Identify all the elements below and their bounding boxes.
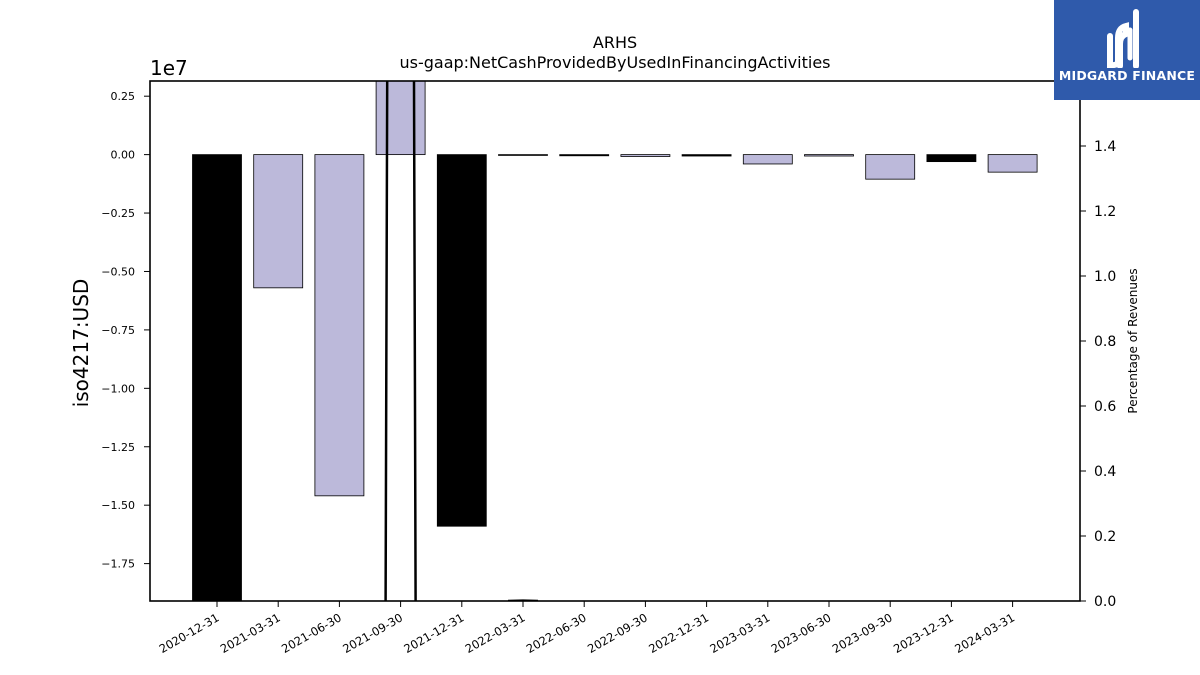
x-tick-label: 2022-03-31 <box>463 610 528 656</box>
bar <box>620 154 671 157</box>
x-tick-label: 2022-06-30 <box>524 610 589 656</box>
x-tick-label: 2021-12-31 <box>401 610 466 656</box>
bar <box>865 154 916 180</box>
y-offset-label: 1e7 <box>150 56 188 80</box>
y2-tick-label: 1.4 <box>1094 139 1116 155</box>
y2-tick-label: 0.0 <box>1094 594 1116 610</box>
y-tick-label: 0.25 <box>111 90 136 103</box>
y2-tick-label: 0.4 <box>1094 464 1116 480</box>
y2-tick-label: 1.2 <box>1094 204 1116 220</box>
bar <box>926 154 977 163</box>
bar <box>681 154 732 157</box>
y-tick-label: 0.00 <box>111 149 136 162</box>
x-tick-label: 2022-09-30 <box>585 610 650 656</box>
x-tick-label: 2021-06-30 <box>279 610 344 656</box>
bar <box>375 81 426 156</box>
y-tick-label: −0.25 <box>101 207 135 220</box>
midgard-logo-icon <box>1107 9 1139 68</box>
brand-logo: MIDGARD FINANCE <box>1054 0 1200 100</box>
bar <box>804 154 854 157</box>
x-tick-label: 2022-12-31 <box>646 610 711 656</box>
y-tick-label: −1.00 <box>101 382 135 395</box>
y-tick-label: −0.50 <box>101 265 135 278</box>
x-tick-label: 2020-12-31 <box>157 610 222 656</box>
bar <box>436 154 487 527</box>
bar <box>987 154 1038 173</box>
y-tick-label: −1.75 <box>101 558 135 571</box>
y2-axis-label: Percentage of Revenues <box>1126 268 1140 413</box>
y-tick-label: −0.75 <box>101 324 135 337</box>
bar <box>498 154 548 156</box>
bar <box>192 154 242 601</box>
y-tick-label: −1.25 <box>101 441 135 454</box>
y-tick-label: −1.50 <box>101 499 135 512</box>
bar <box>559 154 610 157</box>
chart-title: ARHS <box>593 33 637 52</box>
bar <box>314 154 365 497</box>
y2-tick-label: 0.6 <box>1094 399 1116 415</box>
x-tick-label: 2023-09-30 <box>830 610 895 656</box>
x-tick-label: 2021-03-31 <box>218 610 283 656</box>
x-tick-label: 2023-06-30 <box>769 610 834 656</box>
x-tick-label: 2023-12-31 <box>891 610 956 656</box>
y2-tick-label: 0.8 <box>1094 334 1116 350</box>
y2-tick-label: 1.0 <box>1094 269 1116 285</box>
bar <box>253 154 304 289</box>
x-tick-label: 2023-03-31 <box>707 610 772 656</box>
y-axis-label: iso4217:USD <box>69 279 93 408</box>
chart-subtitle: us-gaap:NetCashProvidedByUsedInFinancing… <box>399 53 830 72</box>
bar <box>742 154 793 165</box>
x-tick-label: 2021-09-30 <box>340 610 405 656</box>
y2-tick-label: 0.2 <box>1094 529 1116 545</box>
x-tick-label: 2024-03-31 <box>952 610 1017 656</box>
brand-name: MIDGARD FINANCE <box>1058 68 1196 83</box>
